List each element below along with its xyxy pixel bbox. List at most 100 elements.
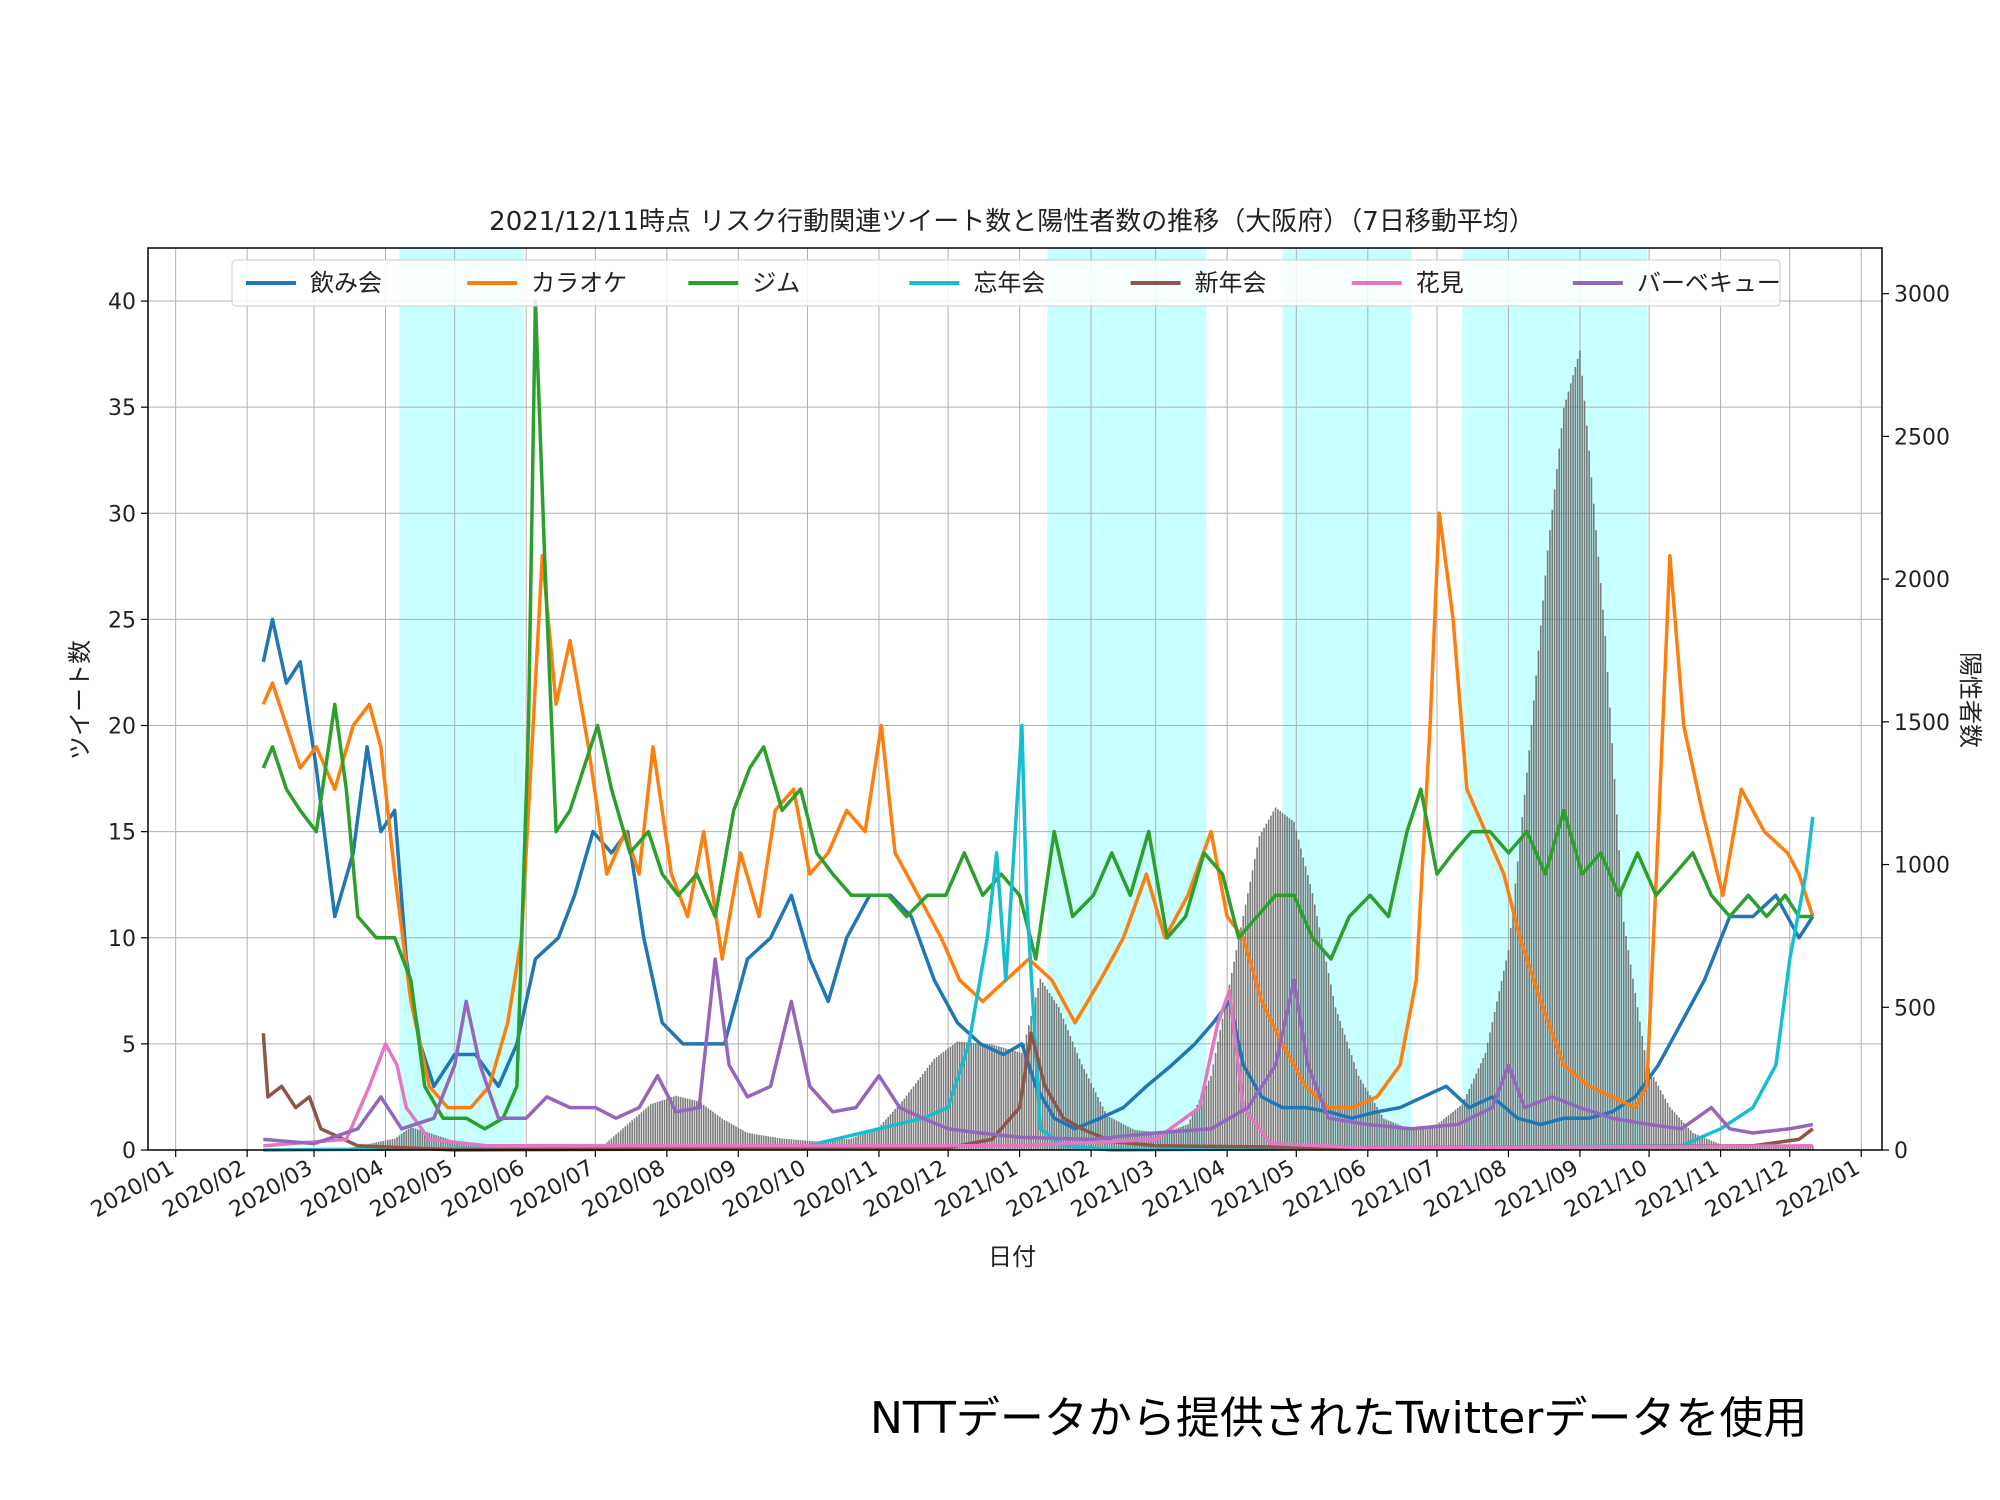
- positive-case-bar: [1763, 1147, 1766, 1150]
- positive-case-bar: [961, 1041, 963, 1150]
- positive-case-bar: [1643, 1050, 1646, 1150]
- positive-case-bar: [1516, 861, 1519, 1150]
- positive-case-bar: [885, 1119, 887, 1150]
- positive-case-bar: [1011, 1050, 1014, 1150]
- positive-case-bar: [633, 1118, 636, 1150]
- positive-case-bar: [1544, 575, 1547, 1150]
- positive-case-bar: [1332, 995, 1335, 1150]
- series-line-4: [263, 723, 1815, 1152]
- positive-case-bar: [705, 1106, 707, 1150]
- positive-case-bar: [954, 1043, 956, 1150]
- positive-case-bar: [1519, 839, 1521, 1150]
- positive-case-bar: [1611, 743, 1614, 1150]
- positive-case-bar: [1230, 973, 1233, 1150]
- positive-case-bar: [689, 1099, 691, 1150]
- positive-case-bar: [974, 1043, 977, 1150]
- positive-case-bar: [1812, 1145, 1814, 1150]
- positive-case-bar: [1366, 1091, 1369, 1150]
- positive-case-bar: [1339, 1020, 1341, 1150]
- positive-case-bar: [1004, 1048, 1007, 1150]
- y-tick-label: 5: [122, 1033, 136, 1058]
- positive-case-bar: [1535, 675, 1537, 1150]
- positive-case-bar: [1461, 1104, 1464, 1150]
- positive-case-bar: [1244, 904, 1247, 1150]
- positive-case-bar: [1805, 1145, 1807, 1150]
- positive-case-bar: [1369, 1095, 1371, 1150]
- positive-case-bar: [862, 1133, 864, 1150]
- positive-case-bar: [1074, 1047, 1076, 1150]
- positive-case-bar: [1581, 375, 1584, 1151]
- y-tick-label: 35: [108, 396, 136, 421]
- y-tick-label: 15: [108, 821, 136, 846]
- positive-case-bar: [1429, 1125, 1431, 1150]
- positive-case-bar: [691, 1099, 693, 1150]
- positive-case-bar: [1424, 1126, 1427, 1150]
- positive-case-bar: [1270, 815, 1272, 1150]
- positive-case-bar: [1595, 530, 1597, 1150]
- positive-case-bar: [410, 1127, 412, 1150]
- positive-case-bar: [1627, 950, 1630, 1150]
- positive-case-bar: [1415, 1128, 1418, 1150]
- positive-case-bar: [891, 1111, 894, 1150]
- positive-case-bar: [1503, 970, 1505, 1150]
- positive-case-bar: [1782, 1146, 1784, 1150]
- positive-case-bar: [702, 1104, 705, 1150]
- positive-case-bar: [1618, 850, 1620, 1150]
- positive-case-bar: [1565, 399, 1567, 1150]
- positive-case-bar: [1320, 938, 1323, 1150]
- positive-case-bar: [1765, 1147, 1768, 1150]
- positive-case-bar: [864, 1132, 866, 1150]
- positive-case-bar: [972, 1042, 975, 1150]
- positive-case-bar: [749, 1133, 751, 1150]
- positive-case-bar: [624, 1126, 627, 1150]
- positive-case-bar: [977, 1043, 979, 1150]
- positive-case-bar: [755, 1134, 758, 1150]
- positive-case-bar: [1214, 1052, 1217, 1150]
- positive-case-bar: [1041, 982, 1044, 1150]
- positive-case-bar: [1556, 469, 1558, 1150]
- positive-case-bar: [626, 1124, 629, 1150]
- data-credit: NTTデータから提供されたTwitterデータを使用: [870, 1393, 1808, 1444]
- shaded-period: [1282, 248, 1412, 1150]
- positive-case-bar: [926, 1067, 929, 1150]
- positive-case-bar: [663, 1099, 666, 1150]
- positive-case-bar: [1090, 1083, 1092, 1150]
- positive-case-bar: [868, 1130, 871, 1150]
- positive-case-bar: [1016, 1051, 1019, 1150]
- positive-case-bar: [1311, 893, 1314, 1150]
- positive-case-bar: [1081, 1064, 1083, 1150]
- positive-case-bar: [1376, 1106, 1378, 1150]
- positive-case-bar: [430, 1133, 433, 1150]
- positive-case-bar: [1000, 1047, 1002, 1150]
- positive-case-bar: [719, 1116, 721, 1150]
- positive-case-bar: [695, 1100, 698, 1150]
- positive-case-bar: [1198, 1100, 1201, 1150]
- y2-tick-label: 0: [1894, 1139, 1908, 1164]
- positive-case-bar: [857, 1135, 860, 1150]
- positive-case-bar: [1756, 1146, 1759, 1150]
- positive-case-bar: [1249, 881, 1252, 1150]
- plot-frame: [147, 247, 1883, 1151]
- positive-case-bar: [1099, 1101, 1102, 1150]
- positive-case-bar: [1341, 1027, 1344, 1150]
- positive-case-bar: [1452, 1111, 1454, 1150]
- positive-case-bar: [1304, 866, 1307, 1150]
- positive-case-bar: [405, 1130, 408, 1150]
- positive-case-bar: [956, 1041, 959, 1150]
- positive-case-bar: [746, 1132, 749, 1150]
- positive-case-bar: [675, 1095, 677, 1150]
- legend-label: バーベキュー: [1637, 269, 1781, 297]
- positive-case-bar: [1482, 1058, 1484, 1150]
- positive-case-bar: [1083, 1069, 1085, 1150]
- positive-case-bar: [852, 1137, 855, 1150]
- positive-case-bar: [873, 1129, 876, 1150]
- positive-case-bar: [1337, 1014, 1339, 1150]
- positive-case-bar: [416, 1129, 419, 1150]
- positive-case-bar: [659, 1101, 661, 1150]
- positive-case-bar: [875, 1128, 878, 1150]
- positive-case-bar: [652, 1103, 654, 1150]
- positive-case-bar: [682, 1097, 684, 1150]
- positive-case-bar: [428, 1132, 431, 1150]
- positive-case-bar: [931, 1061, 933, 1150]
- positive-case-bar: [1625, 935, 1627, 1150]
